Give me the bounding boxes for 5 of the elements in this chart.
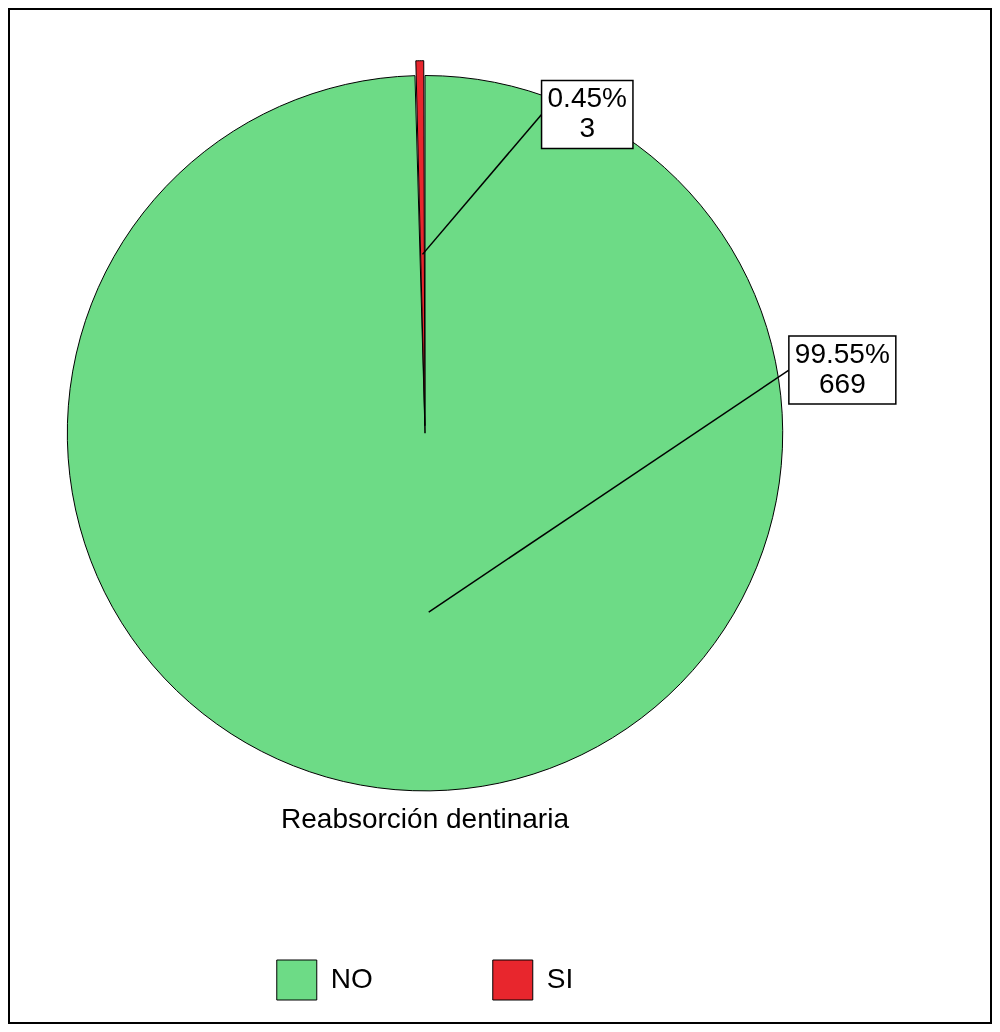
legend-title: Reabsorción dentinaria	[281, 803, 570, 835]
data-label: 99.55% 669	[794, 337, 890, 399]
legend-label: NO	[330, 962, 373, 994]
data-label: 0.45% 3	[547, 82, 627, 144]
legend-label: SI	[546, 962, 574, 994]
